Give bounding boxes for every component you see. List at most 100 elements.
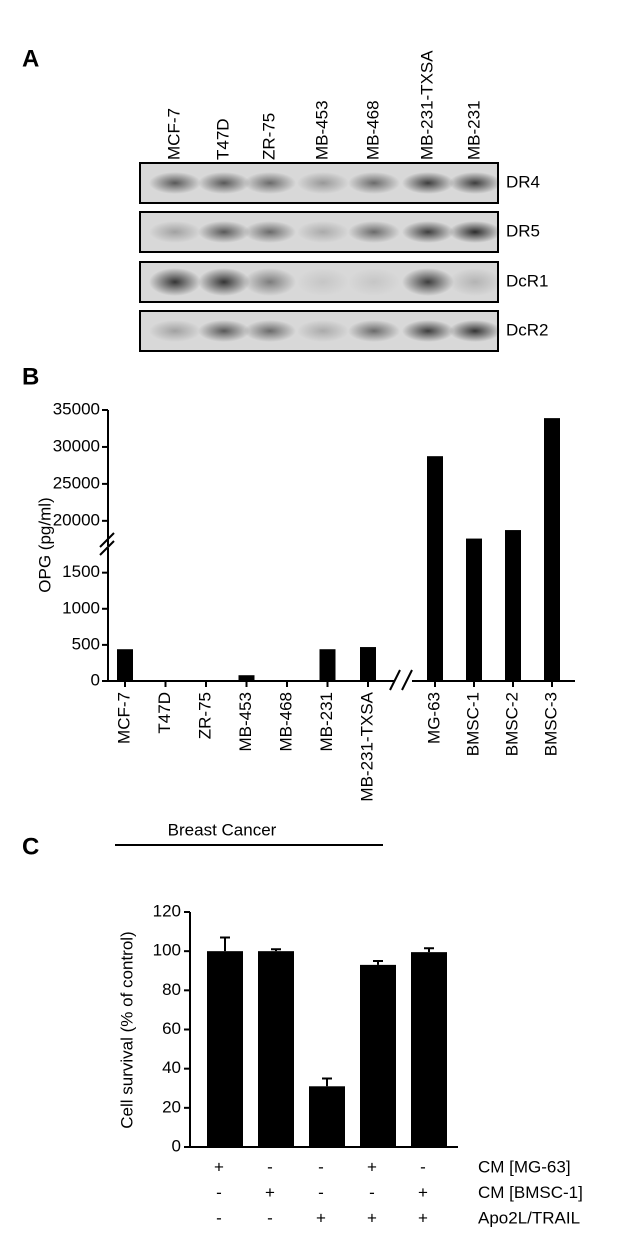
band	[149, 320, 201, 342]
band	[297, 172, 349, 194]
lane-label: MB-453	[312, 100, 331, 160]
y-tick-label: 80	[162, 980, 181, 999]
y-tick-label: 0	[91, 670, 100, 689]
condition-sign: +	[418, 1183, 428, 1202]
condition-sign: -	[267, 1208, 273, 1227]
panel-label: C	[22, 833, 39, 860]
condition-label: CM [MG-63]	[478, 1157, 571, 1176]
error-bar	[373, 959, 383, 965]
y-tick-label: 35000	[53, 399, 100, 418]
bar	[466, 538, 482, 681]
axis-break	[99, 532, 115, 556]
band	[402, 172, 454, 194]
bar	[411, 952, 447, 1147]
condition-sign: +	[418, 1208, 428, 1227]
condition-sign: +	[316, 1208, 326, 1227]
band	[198, 221, 250, 243]
band	[449, 172, 501, 194]
condition-sign: -	[216, 1183, 222, 1202]
x-tick-label: ZR-75	[195, 692, 214, 739]
y-tick-label: 20	[162, 1097, 181, 1116]
lane-label: MB-468	[363, 100, 382, 160]
lane-label: MCF-7	[164, 108, 183, 160]
condition-sign: -	[318, 1157, 324, 1176]
bar	[544, 418, 560, 681]
panel-label: B	[22, 363, 39, 390]
band	[402, 268, 454, 296]
band	[149, 172, 201, 194]
bar	[207, 951, 243, 1147]
lane-label: ZR-75	[259, 113, 278, 160]
band	[449, 268, 501, 296]
bar	[258, 951, 294, 1147]
band	[149, 268, 201, 296]
axis-break	[389, 669, 413, 691]
band	[244, 268, 296, 296]
condition-sign: -	[420, 1157, 426, 1176]
bar	[427, 456, 443, 681]
band	[297, 221, 349, 243]
condition-sign: -	[216, 1208, 222, 1227]
band	[297, 320, 349, 342]
bar	[505, 530, 521, 681]
x-tick-label: BMSC-2	[502, 692, 521, 756]
y-tick-label: 25000	[53, 473, 100, 492]
condition-sign: -	[369, 1183, 375, 1202]
band	[348, 320, 400, 342]
band	[149, 221, 201, 243]
band	[244, 172, 296, 194]
band	[348, 172, 400, 194]
condition-sign: -	[267, 1157, 273, 1176]
bar	[319, 649, 336, 681]
band	[198, 320, 250, 342]
x-tick-label: BMSC-1	[463, 692, 482, 756]
band	[244, 320, 296, 342]
x-tick-label: BMSC-3	[541, 692, 560, 756]
band	[449, 320, 501, 342]
condition-label: Apo2L/TRAIL	[478, 1208, 580, 1227]
x-tick-label: MB-231	[317, 692, 336, 752]
y-axis-label: Cell survival (% of control)	[117, 931, 136, 1128]
error-bar	[271, 948, 281, 952]
y-tick-label: 40	[162, 1058, 181, 1077]
band	[348, 268, 400, 296]
bar	[360, 964, 396, 1147]
error-bar	[322, 1077, 332, 1087]
x-tick-label: MCF-7	[114, 692, 133, 744]
y-tick-label: 1500	[62, 562, 100, 581]
y-tick-label: 500	[72, 634, 100, 653]
band	[449, 221, 501, 243]
bar	[360, 647, 376, 681]
band	[297, 268, 349, 296]
band	[402, 221, 454, 243]
condition-label: CM [BMSC-1]	[478, 1183, 583, 1202]
error-bar	[220, 936, 230, 952]
lane-label: MB-231	[464, 100, 483, 160]
x-tick-label: MG-63	[424, 692, 443, 744]
lane-label: T47D	[213, 118, 232, 160]
error-bar	[424, 947, 434, 953]
band	[402, 320, 454, 342]
band-label: DR4	[506, 172, 540, 191]
x-tick-label: T47D	[155, 692, 174, 734]
y-tick-label: 100	[153, 941, 181, 960]
bar	[309, 1086, 345, 1147]
condition-sign: +	[367, 1208, 377, 1227]
x-tick-label: MB-453	[236, 692, 255, 752]
y-tick-label: 60	[162, 1019, 181, 1038]
lane-label: MB-231-TXSA	[417, 50, 436, 160]
band-label: DR5	[506, 221, 540, 240]
band-label: DcR1	[506, 271, 549, 290]
condition-sign: +	[214, 1157, 224, 1176]
band	[198, 172, 250, 194]
bar	[117, 649, 133, 681]
y-tick-label: 1000	[62, 598, 100, 617]
y-tick-label: 0	[172, 1136, 181, 1155]
panel-label: A	[22, 45, 39, 72]
condition-sign: -	[318, 1183, 324, 1202]
band	[244, 221, 296, 243]
bar	[238, 675, 255, 681]
x-tick-label: MB-468	[276, 692, 295, 752]
group-label: Breast Cancer	[168, 820, 277, 839]
